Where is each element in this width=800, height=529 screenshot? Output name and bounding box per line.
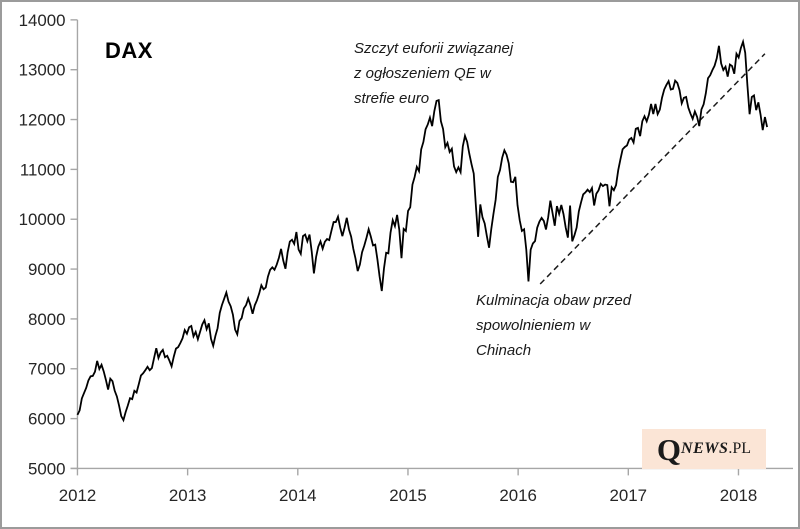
logo-letter-q: Q [656, 431, 682, 467]
y-tick-label-7000: 7000 [28, 360, 66, 379]
logo-pl-text: .PL [728, 440, 752, 457]
x-tick-label-2012: 2012 [59, 486, 97, 505]
y-tick-label-11000: 11000 [20, 160, 66, 179]
annotation-line: z ogłoszeniem QE w [354, 65, 491, 82]
chart-title: DAX [105, 38, 153, 63]
x-tick-label-2016: 2016 [499, 486, 537, 505]
annotation-line: Kulminacja obaw przed [476, 292, 632, 309]
y-tick-label-10000: 10000 [19, 210, 66, 229]
y-tick-label-12000: 12000 [19, 111, 66, 130]
y-tick-label-14000: 14000 [19, 11, 66, 30]
x-tick-label-2018: 2018 [720, 486, 758, 505]
trendline-dashed [539, 53, 766, 285]
x-tick-label-2014: 2014 [279, 486, 317, 505]
annotation-line: spowolnieniem w [476, 317, 591, 334]
x-tick-label-2013: 2013 [169, 486, 207, 505]
logo-news-text: NEWS [681, 440, 729, 457]
annotation-line: strefie euro [354, 90, 430, 107]
annotation-line: Szczyt euforii związanej [354, 40, 514, 57]
price-line-dax [76, 38, 768, 423]
y-tick-label-9000: 9000 [28, 260, 66, 279]
annotation-china-fears: Kulminacja obaw przed spowolnieniem w Ch… [476, 288, 631, 363]
annotation-line: Chinach [476, 342, 532, 359]
y-tick-label-5000: 5000 [28, 459, 66, 478]
x-tick-label-2015: 2015 [389, 486, 427, 505]
qnews-logo: Q NEWS .PL [642, 429, 766, 469]
y-tick-label-6000: 6000 [28, 410, 66, 429]
annotation-qe-euphoria: Szczyt euforii związanej z ogłoszeniem Q… [354, 36, 513, 111]
y-tick-label-13000: 13000 [19, 61, 66, 80]
y-tick-label-8000: 8000 [28, 310, 66, 329]
x-tick-label-2017: 2017 [610, 486, 648, 505]
